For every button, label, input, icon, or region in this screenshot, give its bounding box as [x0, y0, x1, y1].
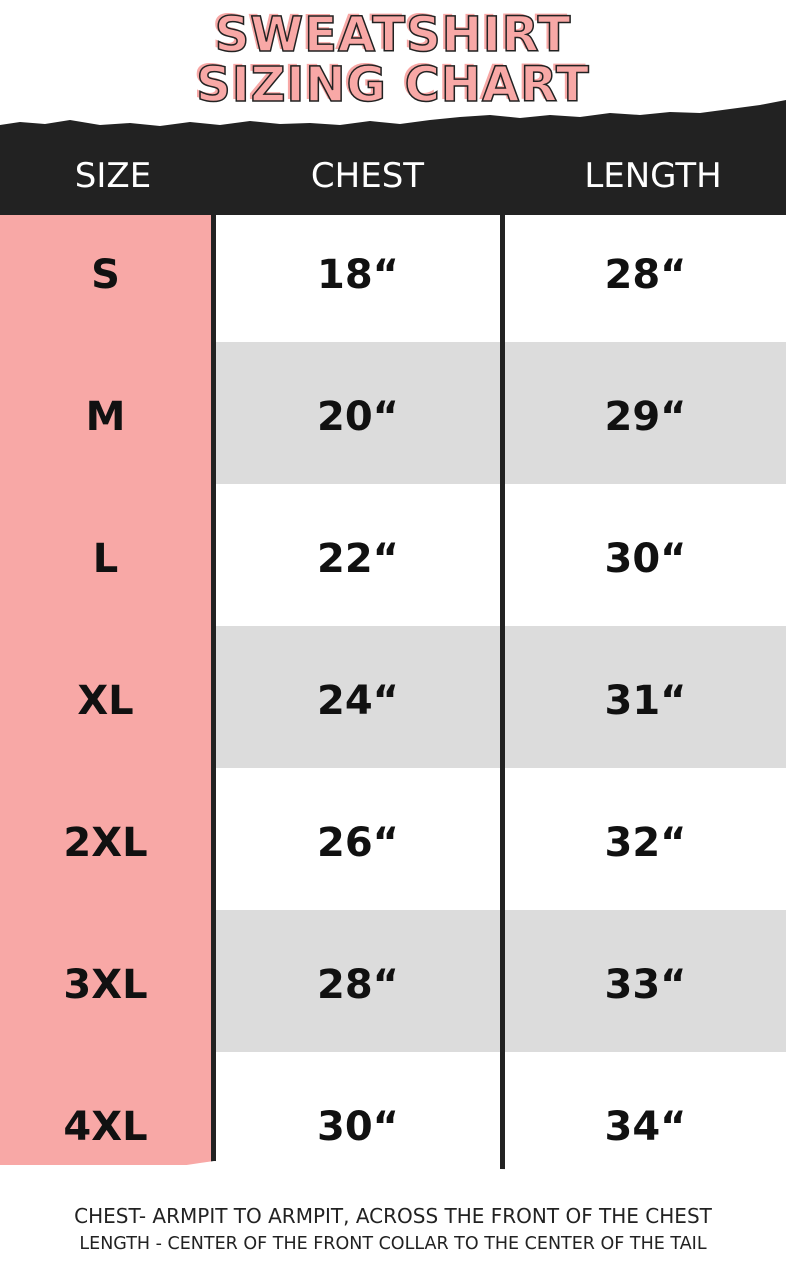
cell-chest: 22“ [317, 536, 399, 582]
torn-paper-edge [0, 100, 786, 135]
title-line-1: SWEATSHIRT [214, 7, 572, 63]
table-header: SIZE CHEST LENGTH [0, 128, 786, 215]
size-column-background [0, 215, 211, 1165]
cell-length: 34“ [604, 1104, 687, 1150]
cell-size: XL [77, 678, 134, 724]
divider-chest-length [500, 215, 505, 1180]
cell-chest: 26“ [317, 820, 399, 866]
cell-chest: 18“ [317, 252, 399, 298]
cell-size: 2XL [63, 820, 148, 866]
length-note: LENGTH - CENTER OF THE FRONT COLLAR TO T… [79, 1234, 707, 1254]
cell-chest: 20“ [317, 394, 399, 440]
cell-length: 33“ [604, 962, 687, 1008]
title-line-2: SIZING CHART [196, 57, 590, 113]
cell-size: 3XL [63, 962, 148, 1008]
header-chest: CHEST [310, 156, 425, 196]
header-size: SIZE [74, 156, 152, 196]
bottom-torn-edge [0, 1161, 786, 1195]
cell-length: 29“ [604, 394, 687, 440]
cell-chest: 24“ [317, 678, 399, 724]
cell-size: 4XL [63, 1104, 148, 1150]
cell-chest: 30“ [317, 1104, 399, 1150]
cell-length: 30“ [604, 536, 687, 582]
header-length: LENGTH [584, 156, 722, 196]
chest-note: CHEST- ARMPIT TO ARMPIT, ACROSS THE FRON… [74, 1204, 712, 1228]
cell-chest: 28“ [317, 962, 399, 1008]
cell-size: L [92, 536, 119, 582]
cell-length: 32“ [604, 820, 687, 866]
cell-length: 28“ [604, 252, 687, 298]
cell-size: S [91, 252, 120, 298]
cell-length: 31“ [604, 678, 687, 724]
cell-size: M [85, 394, 126, 440]
divider-size-chest [211, 215, 216, 1165]
